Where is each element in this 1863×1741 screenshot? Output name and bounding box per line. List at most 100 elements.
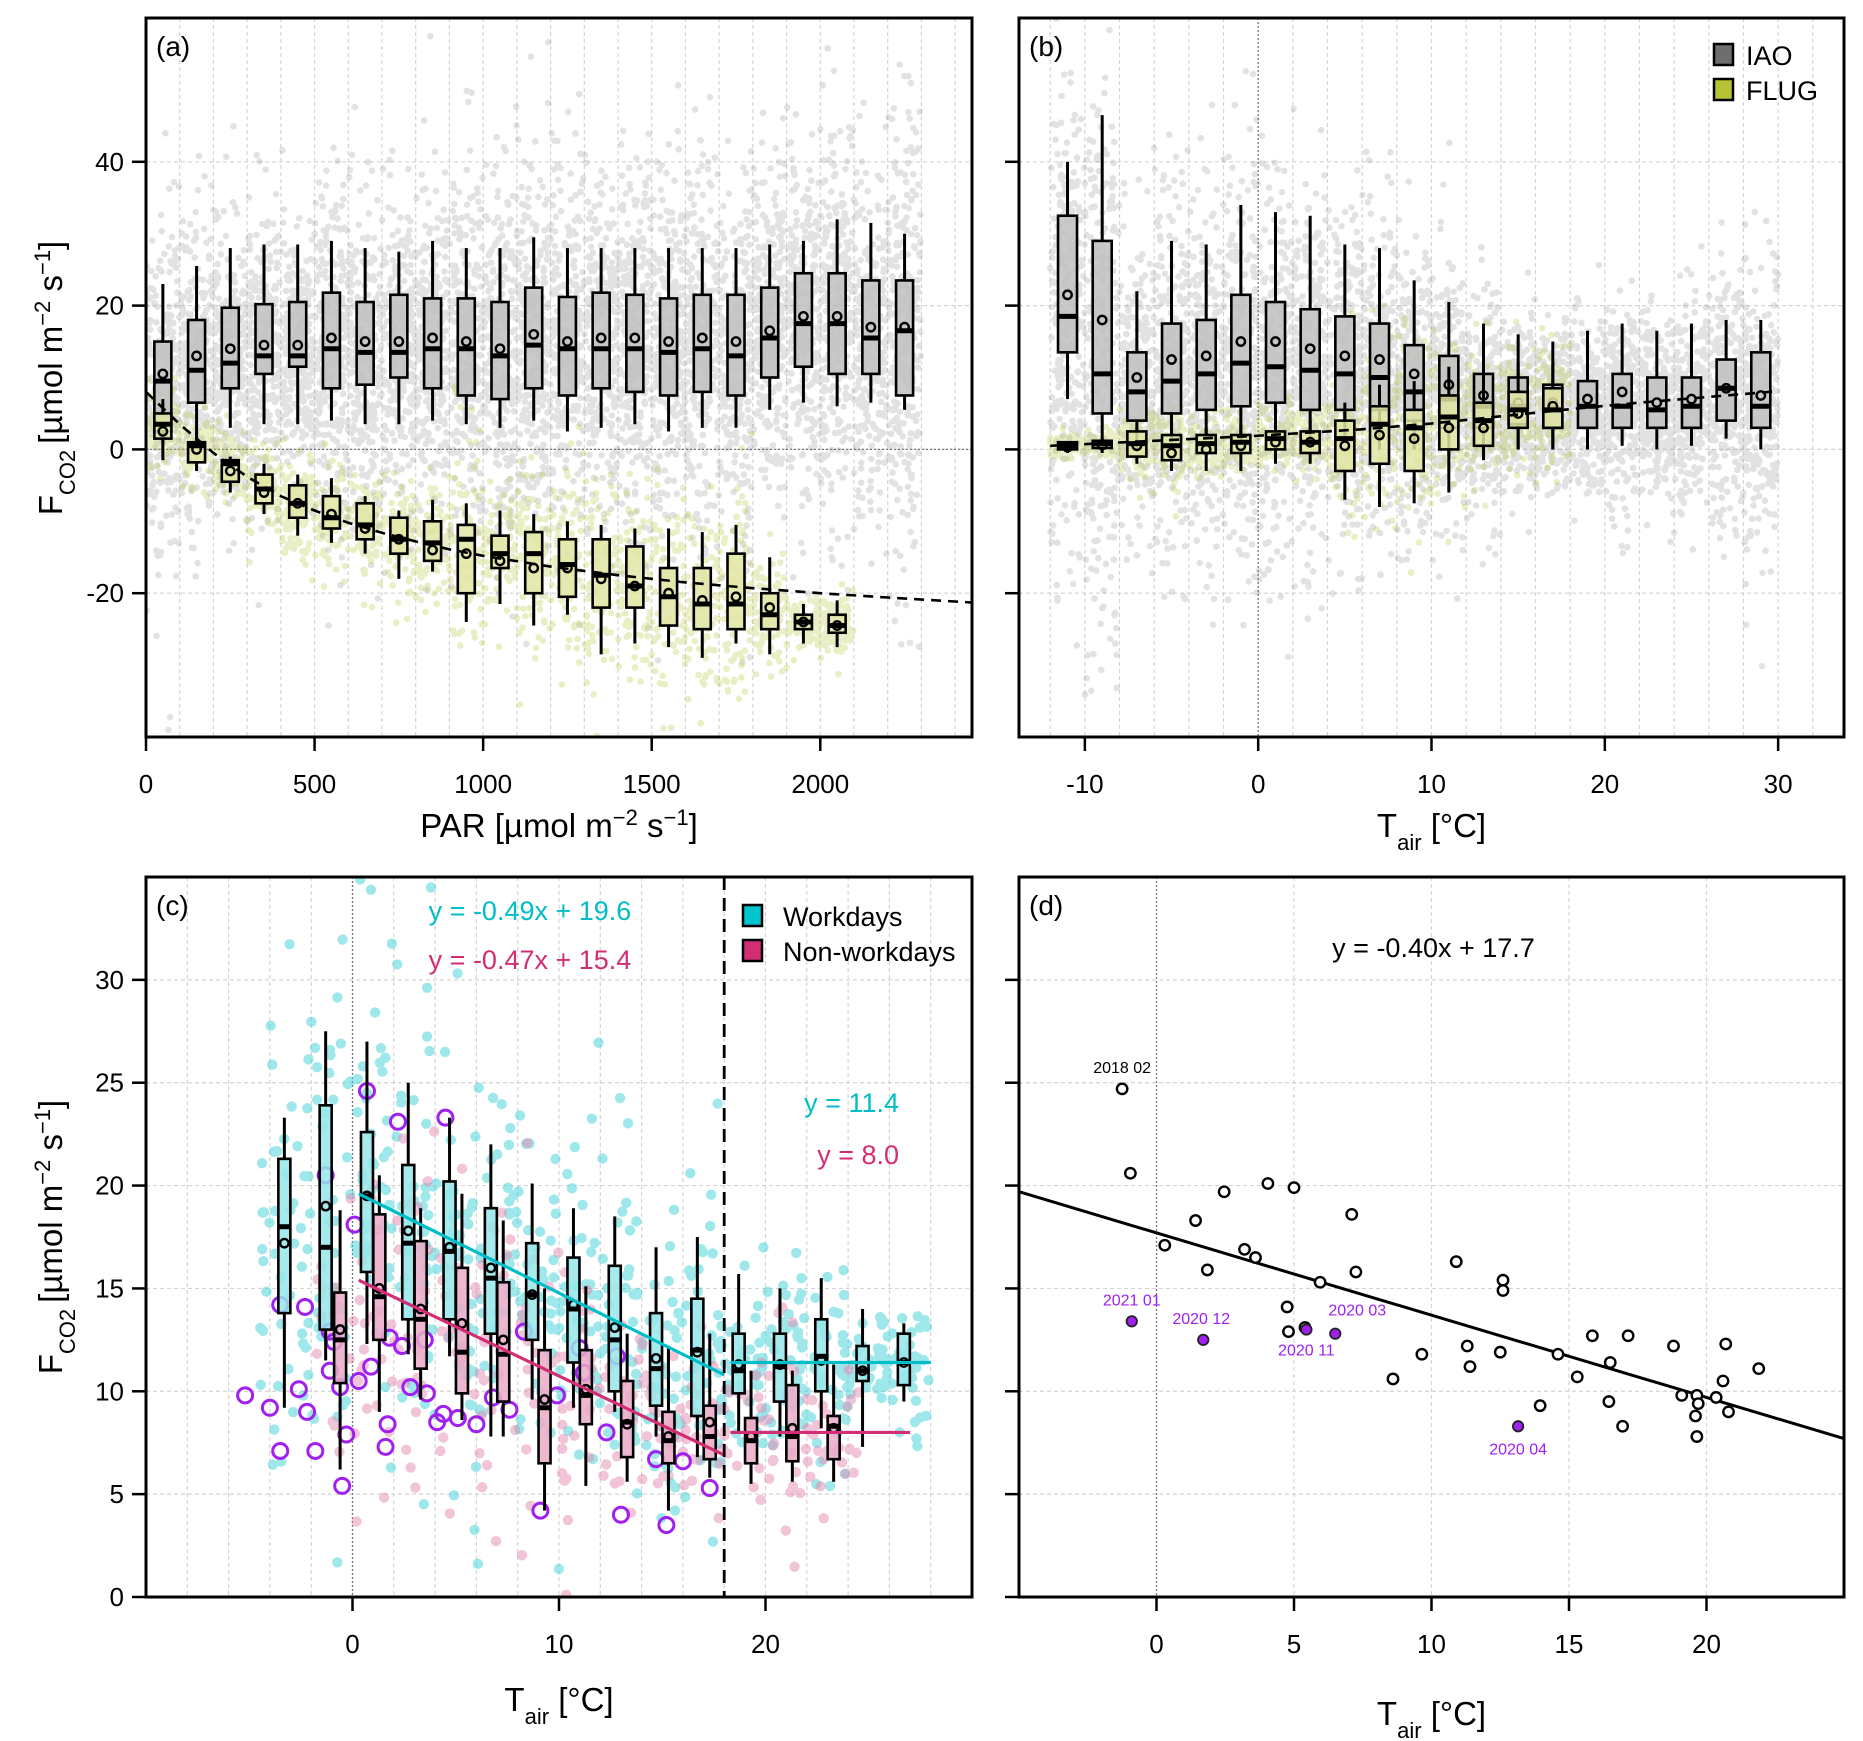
scatter-point (352, 247, 360, 254)
scatter-point (299, 275, 307, 283)
scatter-point (153, 454, 161, 461)
scatter-point (316, 349, 323, 356)
scatter-point (195, 152, 203, 160)
scatter-point (410, 361, 418, 368)
scatter-point (241, 272, 249, 280)
scatter-point (232, 424, 239, 431)
scatter-point (651, 333, 658, 340)
scatter-point (287, 378, 295, 386)
scatter-point (146, 487, 154, 495)
scatter-point (421, 471, 429, 478)
scatter-point (233, 210, 241, 218)
scatter-point (241, 400, 249, 408)
scatter-point (286, 271, 294, 278)
scatter-point (448, 404, 455, 412)
scatter-point (167, 478, 175, 486)
scatter-point (306, 290, 314, 297)
scatter-point (357, 495, 364, 503)
scatter-point (190, 544, 198, 552)
scatter-point (718, 508, 725, 515)
scatter-point (441, 420, 448, 428)
scatter-point (173, 277, 181, 285)
scatter-point (354, 293, 361, 301)
scatter-point (279, 147, 286, 154)
scatter-point (623, 412, 631, 420)
scatter-point (377, 342, 385, 350)
scatter-point (264, 292, 271, 299)
scatter-point (250, 415, 258, 422)
scatter-point (312, 407, 320, 415)
scatter-point (250, 402, 258, 409)
scatter-point (555, 448, 563, 455)
scatter-point (184, 310, 191, 317)
scatter-point (602, 279, 610, 287)
scatter-point (570, 403, 577, 410)
scatter-point (149, 481, 156, 489)
scatter-point (463, 201, 471, 208)
scatter-point (331, 208, 339, 216)
scatter-point (407, 261, 414, 269)
scatter-point (759, 109, 767, 117)
scatter-point (264, 218, 272, 225)
scatter-point (742, 234, 749, 242)
scatter-point (629, 459, 636, 466)
scatter-point (229, 198, 237, 206)
scatter-point (230, 123, 237, 130)
scatter-point (314, 408, 322, 415)
scatter-point (150, 504, 157, 512)
scatter-point (686, 345, 693, 353)
scatter-point (280, 239, 288, 247)
scatter-point (305, 287, 312, 295)
scatter-point (509, 452, 516, 460)
scatter-point (277, 248, 285, 256)
scatter-point (377, 343, 385, 351)
scatter-point (342, 303, 349, 311)
scatter-point (302, 418, 310, 426)
scatter-point (315, 430, 323, 438)
scatter-point (395, 423, 402, 431)
scatter-point (220, 488, 227, 496)
scatter-point (351, 103, 359, 111)
scatter-point (232, 427, 240, 435)
scatter-point (610, 220, 617, 227)
scatter-point (656, 496, 663, 504)
scatter-point (290, 400, 298, 408)
scatter-point (189, 405, 197, 412)
scatter-point (549, 469, 557, 477)
scatter-point (335, 427, 343, 435)
scatter-point (209, 461, 216, 468)
scatter-point (365, 210, 373, 217)
scatter-point (374, 595, 382, 602)
scatter-point (245, 397, 253, 404)
scatter-point (350, 426, 357, 434)
scatter-point (210, 284, 217, 292)
scatter-point (280, 205, 288, 213)
scatter-point (782, 394, 789, 402)
scatter-point (677, 256, 684, 263)
scatter-point (148, 411, 155, 418)
scatter-point (470, 285, 478, 292)
scatter-point (581, 409, 589, 417)
scatter-point (550, 366, 558, 373)
scatter-point (156, 479, 164, 486)
scatter-point (751, 284, 759, 292)
scatter-point (451, 276, 459, 283)
scatter-point (153, 547, 160, 554)
scatter-point (369, 401, 376, 409)
scatter-point (255, 456, 262, 463)
scatter-point (248, 294, 255, 302)
scatter-point (186, 220, 194, 228)
scatter-point (312, 503, 319, 511)
scatter-point (375, 319, 383, 327)
scatter-point (585, 275, 593, 283)
scatter-point (246, 308, 254, 315)
scatter-point (412, 277, 419, 284)
scatter-point (239, 329, 247, 336)
scatter-point (221, 448, 229, 455)
scatter-point (175, 401, 182, 408)
scatter-point (277, 343, 285, 351)
scatter-point (613, 460, 620, 467)
scatter-point (775, 385, 783, 392)
scatter-point (220, 400, 227, 408)
scatter-point (746, 208, 753, 216)
